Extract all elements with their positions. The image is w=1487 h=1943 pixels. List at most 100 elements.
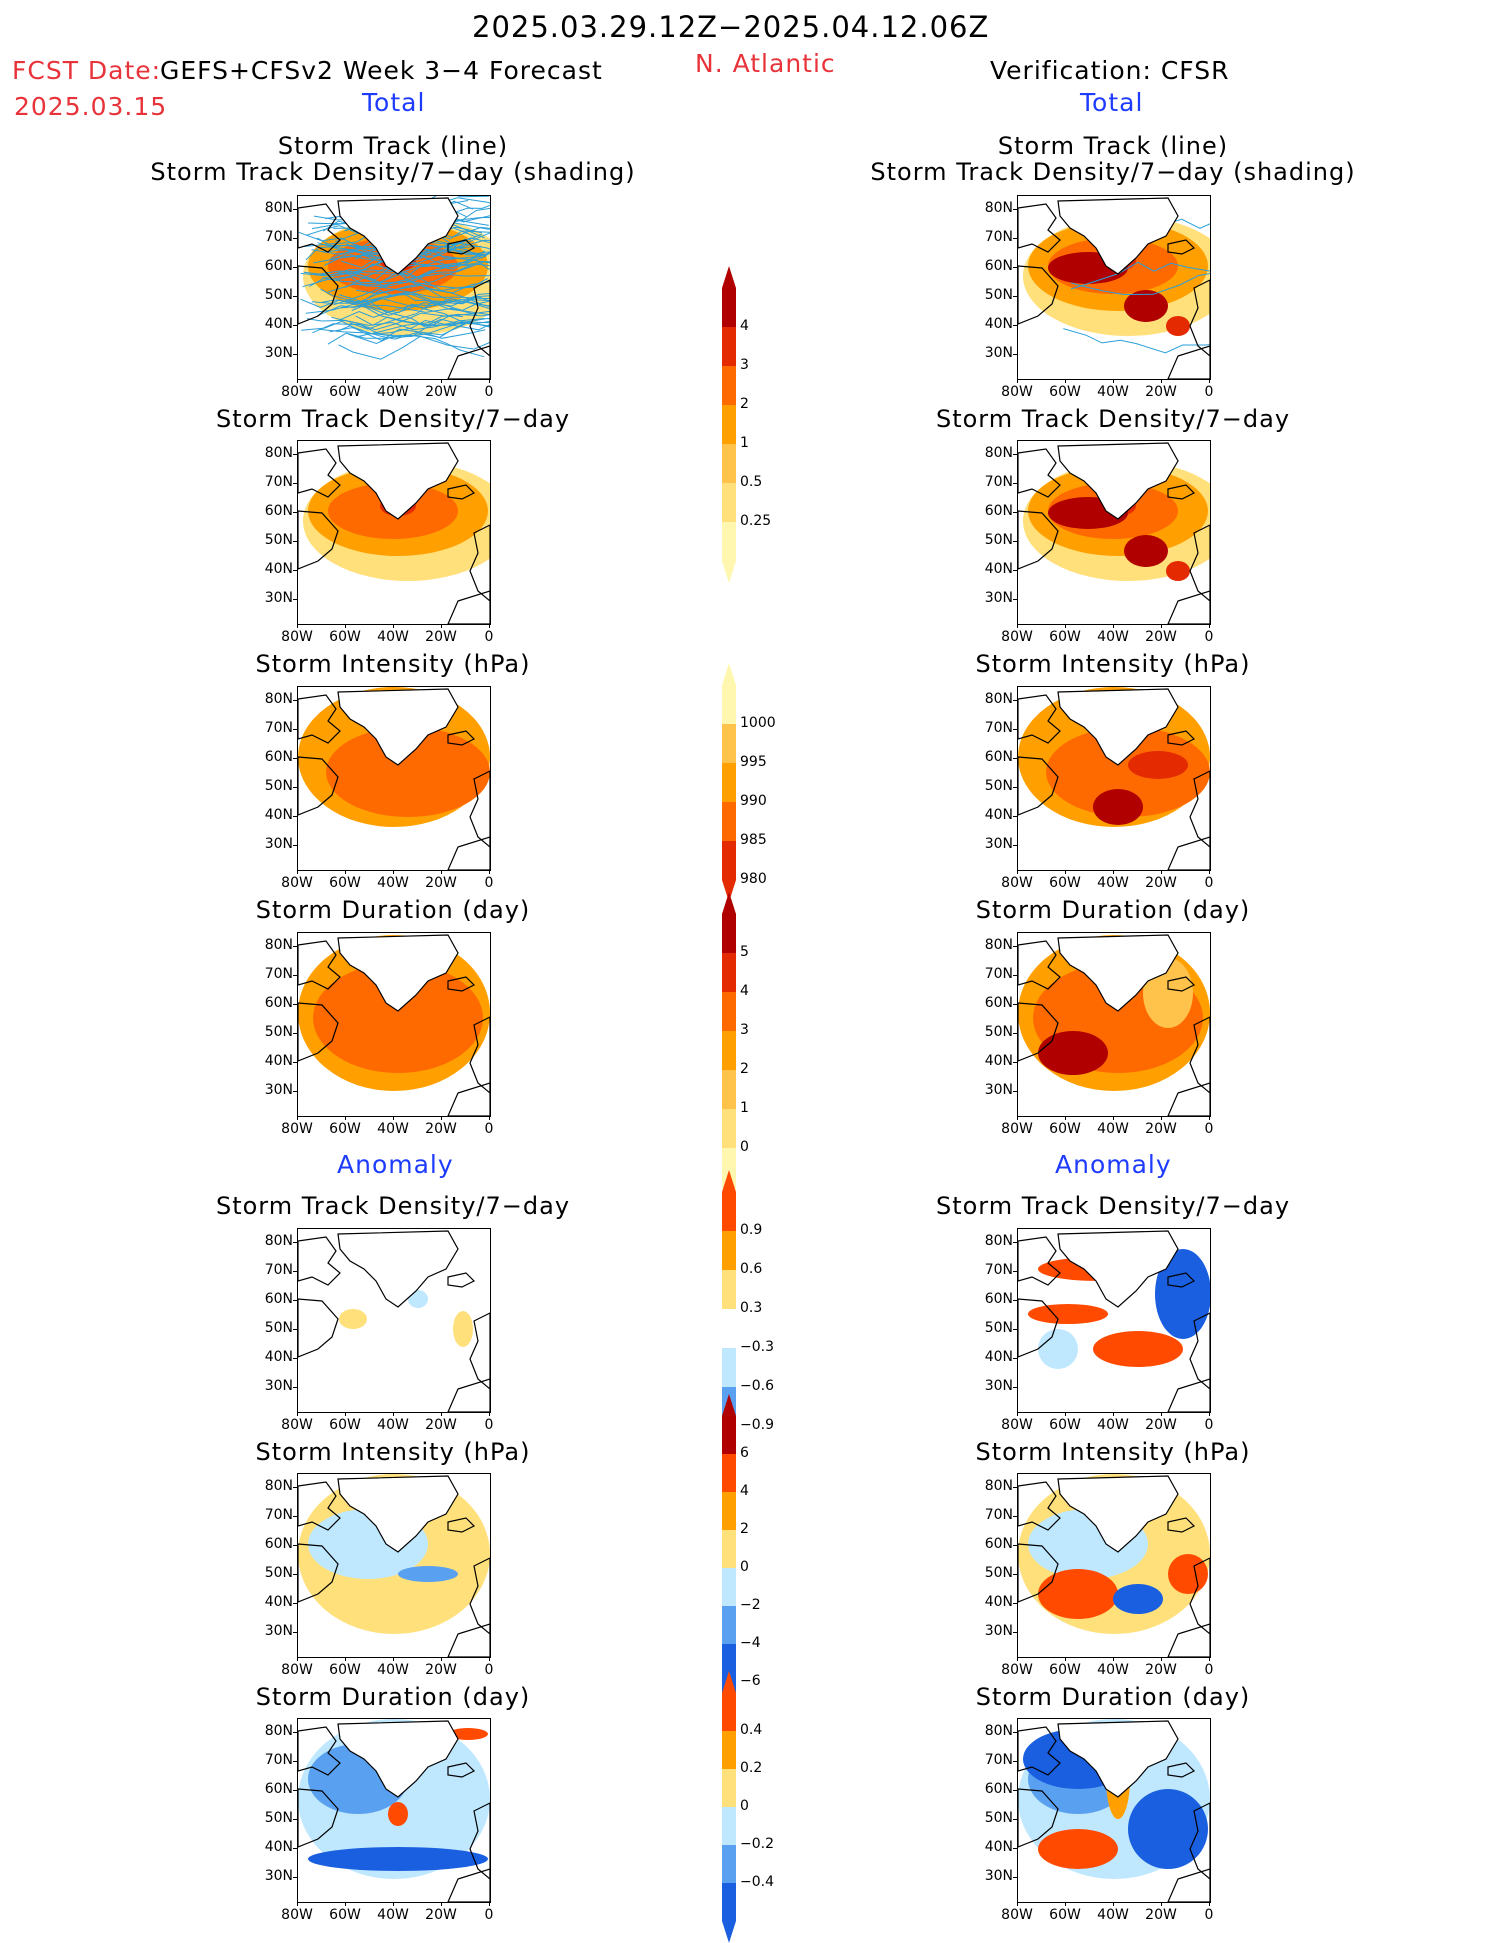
x-tick xyxy=(345,1412,346,1416)
y-tick-label: 40N xyxy=(264,1349,293,1365)
x-tick xyxy=(489,624,490,628)
y-tick xyxy=(293,816,297,817)
x-tick xyxy=(1017,1412,1018,1416)
y-tick-label: 50N xyxy=(264,1810,293,1826)
y-tick xyxy=(293,1790,297,1791)
y-tick xyxy=(1013,758,1017,759)
y-tick-label: 80N xyxy=(984,200,1013,216)
x-tick-label: 40W xyxy=(1097,629,1129,645)
fcst-date-value: 2025.03.15 xyxy=(14,92,168,121)
y-tick-label: 40N xyxy=(264,1053,293,1069)
intensity-anom-colorbar-label: 6 xyxy=(740,1445,749,1461)
y-tick-label: 60N xyxy=(264,995,293,1011)
x-tick xyxy=(1113,1116,1114,1120)
x-tick xyxy=(1017,624,1018,628)
x-tick-label: 0 xyxy=(1204,1907,1214,1923)
y-tick xyxy=(1013,570,1017,571)
x-tick xyxy=(1161,624,1162,628)
x-tick-label: 40W xyxy=(1097,384,1129,400)
y-tick xyxy=(1013,816,1017,817)
y-tick-label: 30N xyxy=(984,1623,1013,1639)
x-tick-label: 60W xyxy=(329,1121,361,1137)
intensity-anom-colorbar-bar xyxy=(722,1394,736,1742)
x-tick xyxy=(1209,1902,1210,1906)
x-tick-label: 40W xyxy=(1097,1121,1129,1137)
x-tick xyxy=(1017,379,1018,383)
intensity-anom-colorbar-label: −2 xyxy=(740,1597,761,1613)
intensity-total-colorbar-label: 1000 xyxy=(740,715,776,731)
duration-anom-colorbar-label: 0 xyxy=(740,1798,749,1814)
y-tick-label: 60N xyxy=(984,749,1013,765)
duration-anom-colorbar-label: −0.2 xyxy=(740,1836,774,1852)
y-tick-label: 70N xyxy=(984,1752,1013,1768)
y-tick xyxy=(293,1242,297,1243)
y-tick xyxy=(293,758,297,759)
density-total-colorbar-label: 1 xyxy=(740,435,749,451)
y-tick xyxy=(1013,325,1017,326)
x-tick xyxy=(393,870,394,874)
left-track-line-title: Storm Track (line) xyxy=(277,132,509,160)
y-tick-label: 60N xyxy=(264,503,293,519)
x-tick-label: 20W xyxy=(425,1417,457,1433)
y-tick xyxy=(1013,946,1017,947)
x-tick xyxy=(1161,379,1162,383)
x-tick-label: 0 xyxy=(1204,629,1214,645)
y-tick-label: 30N xyxy=(984,1378,1013,1394)
x-tick-label: 60W xyxy=(1049,1662,1081,1678)
y-tick xyxy=(1013,1300,1017,1301)
intensity-anom-colorbar-label: 0 xyxy=(740,1559,749,1575)
y-tick xyxy=(1013,454,1017,455)
y-tick-label: 80N xyxy=(984,937,1013,953)
y-tick-label: 60N xyxy=(984,995,1013,1011)
verification-track-density-map xyxy=(1017,195,1211,380)
y-tick xyxy=(293,1329,297,1330)
x-tick-label: 20W xyxy=(1145,875,1177,891)
x-tick xyxy=(297,1412,298,1416)
x-tick xyxy=(297,624,298,628)
y-tick xyxy=(1013,267,1017,268)
x-tick-label: 80W xyxy=(281,1121,313,1137)
y-tick-label: 70N xyxy=(264,1262,293,1278)
y-tick-label: 30N xyxy=(984,836,1013,852)
y-tick xyxy=(1013,483,1017,484)
y-tick xyxy=(293,1004,297,1005)
y-tick-label: 60N xyxy=(264,1781,293,1797)
x-tick xyxy=(1065,1116,1066,1120)
x-tick xyxy=(1161,1116,1162,1120)
y-tick-label: 30N xyxy=(264,1623,293,1639)
period-title: 2025.03.29.12Z−2025.04.12.06Z xyxy=(472,10,990,44)
x-tick xyxy=(345,1657,346,1661)
y-tick xyxy=(1013,1358,1017,1359)
x-tick xyxy=(1065,870,1066,874)
y-tick xyxy=(293,1516,297,1517)
x-tick xyxy=(393,1116,394,1120)
y-tick xyxy=(293,700,297,701)
y-tick-label: 70N xyxy=(264,474,293,490)
duration-anom-colorbar-label: 0.4 xyxy=(740,1722,763,1738)
y-tick xyxy=(1013,845,1017,846)
fcst-date-label: FCST Date: xyxy=(12,56,162,85)
y-tick xyxy=(1013,599,1017,600)
x-tick xyxy=(345,379,346,383)
y-tick xyxy=(1013,1574,1017,1575)
x-tick-label: 0 xyxy=(484,1121,494,1137)
x-tick-label: 80W xyxy=(281,1662,313,1678)
y-tick-label: 80N xyxy=(984,1478,1013,1494)
y-tick xyxy=(293,1632,297,1633)
y-tick xyxy=(293,1848,297,1849)
x-tick-label: 20W xyxy=(425,629,457,645)
density-total-colorbar-bar xyxy=(722,266,736,583)
y-tick-label: 50N xyxy=(984,1320,1013,1336)
y-tick xyxy=(293,1819,297,1820)
y-tick-label: 70N xyxy=(984,229,1013,245)
x-tick-label: 80W xyxy=(1001,384,1033,400)
x-tick xyxy=(441,1116,442,1120)
y-tick xyxy=(293,975,297,976)
y-tick-label: 30N xyxy=(984,590,1013,606)
x-tick-label: 80W xyxy=(1001,1417,1033,1433)
right-intensity-anom-title: Storm Intensity (hPa) xyxy=(975,1438,1251,1466)
x-tick-label: 40W xyxy=(377,1662,409,1678)
x-tick-label: 20W xyxy=(425,1121,457,1137)
left-track-shading-title: Storm Track Density/7−day (shading) xyxy=(150,158,636,186)
density-total-colorbar-label: 0.25 xyxy=(740,513,772,529)
